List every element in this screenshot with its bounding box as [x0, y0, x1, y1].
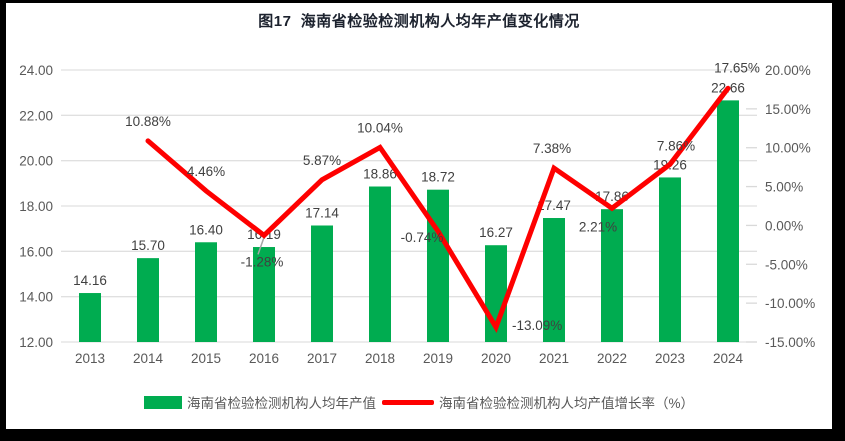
- bar-2017: [311, 225, 333, 342]
- right-axis-tick-label: 0.00%: [765, 218, 803, 233]
- x-axis-label-2017: 2017: [307, 351, 337, 366]
- growth-rate-label: -13.09%: [512, 318, 562, 333]
- legend-label-line-series: 海南省检验检测机构人均产值增长率（%）: [438, 396, 694, 411]
- left-axis-tick-label: 18.00: [19, 199, 53, 214]
- bar-series-swatch-icon: [143, 395, 182, 409]
- legend-item-bar-series: 海南省检验检测机构人均年产值: [143, 392, 376, 412]
- growth-rate-label: 2.21%: [579, 219, 617, 234]
- growth-rate-label: 17.65%: [714, 60, 760, 75]
- x-axis-label-2019: 2019: [423, 351, 453, 366]
- growth-rate-label: -0.74%: [401, 230, 444, 245]
- bar-2023: [659, 177, 681, 342]
- bar-2015: [195, 242, 217, 342]
- bar-2024: [717, 100, 739, 342]
- x-axis-label-2018: 2018: [365, 351, 395, 366]
- bar-value-label: 14.16: [73, 273, 107, 288]
- scan-border-right: [832, 0, 845, 441]
- bar-value-label: 17.14: [305, 205, 339, 220]
- left-axis-tick-label: 16.00: [19, 244, 53, 259]
- growth-rate-label: 7.38%: [533, 141, 571, 156]
- right-axis-tick-label: -10.00%: [765, 296, 815, 311]
- legend-label-bar-series: 海南省检验检测机构人均年产值: [186, 396, 376, 411]
- bar-2013: [79, 293, 101, 342]
- bar-value-label: 18.86: [363, 167, 397, 182]
- bar-value-label: 18.72: [421, 170, 455, 185]
- legend-item-line-series: 海南省检验检测机构人均产值增长率（%）: [381, 392, 694, 412]
- growth-rate-label: 10.88%: [125, 114, 171, 129]
- growth-rate-label: 5.87%: [303, 153, 341, 168]
- x-axis-label-2021: 2021: [539, 351, 569, 366]
- x-axis-label-2015: 2015: [191, 351, 221, 366]
- bar-2014: [137, 258, 159, 342]
- growth-rate-line: [145, 85, 731, 333]
- right-axis-tick-label: 10.00%: [765, 141, 811, 156]
- scan-border-left: [0, 0, 6, 441]
- right-axis-tick-label: 15.00%: [765, 102, 811, 117]
- scan-border-top: [0, 0, 845, 3]
- left-axis-tick-label: 20.00: [19, 154, 53, 169]
- right-axis-tick-label: -5.00%: [765, 257, 808, 272]
- scan-border-bottom: [0, 429, 845, 441]
- growth-rate-label: 10.04%: [357, 120, 403, 135]
- x-axis-label-2020: 2020: [481, 351, 511, 366]
- x-axis-label-2016: 2016: [249, 351, 279, 366]
- bar-value-label: 17.47: [537, 198, 571, 213]
- x-axis-label-2023: 2023: [655, 351, 685, 366]
- label-leader-line: [257, 237, 265, 255]
- growth-rate-label: 7.86%: [657, 138, 695, 153]
- growth-rate-label: 4.46%: [187, 164, 225, 179]
- bar-value-label: 16.40: [189, 222, 223, 237]
- x-axis-label-2022: 2022: [597, 351, 627, 366]
- bar-value-label: 15.70: [131, 238, 165, 253]
- left-axis-tick-label: 22.00: [19, 108, 53, 123]
- left-axis-tick-label: 14.00: [19, 290, 53, 305]
- x-axis-label-2024: 2024: [713, 351, 744, 366]
- left-axis-tick-label: 24.00: [19, 63, 53, 78]
- bar-2022: [601, 209, 623, 342]
- x-axis-label-2013: 2013: [75, 351, 105, 366]
- x-axis-label-2014: 2014: [133, 351, 164, 366]
- chart-legend: 海南省检验检测机构人均年产值 海南省检验检测机构人均产值增长率（%）: [6, 390, 832, 414]
- bar-2018: [369, 186, 391, 342]
- right-axis-tick-label: 5.00%: [765, 180, 803, 195]
- line-series-swatch-icon: [381, 399, 434, 405]
- growth-rate-label: -1.28%: [241, 254, 284, 269]
- left-axis-tick-label: 12.00: [19, 335, 53, 350]
- bar-2021: [543, 218, 565, 342]
- right-axis-tick-label: -15.00%: [765, 335, 815, 350]
- bar-2019: [427, 189, 449, 342]
- bar-value-label: 16.27: [479, 225, 513, 240]
- chart-title: 图17 海南省检验检测机构人均年产值变化情况: [258, 13, 580, 30]
- right-axis-tick-label: 20.00%: [765, 63, 811, 78]
- bar-2016: [253, 247, 275, 342]
